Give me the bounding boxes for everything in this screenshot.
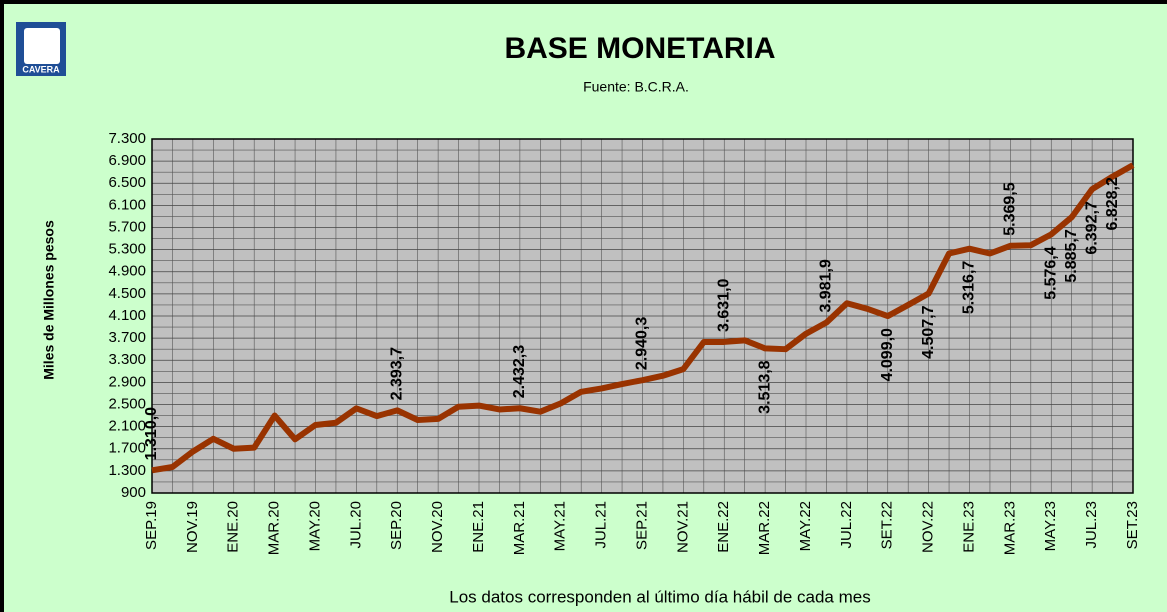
x-tick-label: JUL.21 <box>593 501 610 549</box>
data-label: 5.316,7 <box>961 261 978 314</box>
x-tick-label: MAR.21 <box>511 501 528 555</box>
y-tick-label: 1.700 <box>108 440 146 457</box>
x-tick-label: NOV.20 <box>429 501 446 553</box>
x-tick-label: ENE.21 <box>470 501 487 553</box>
x-tick-label: NOV.19 <box>184 501 201 553</box>
data-label: 4.507,7 <box>920 305 937 358</box>
y-tick-label: 4.900 <box>108 263 146 280</box>
data-label: 1.310,0 <box>143 407 160 460</box>
data-label: 2.940,3 <box>634 317 651 370</box>
x-tick-label: MAR.20 <box>266 501 283 555</box>
y-axis-label: Miles de Millones pesos <box>41 220 57 380</box>
x-tick-label: SEP.20 <box>388 501 405 550</box>
data-label: 2.432,3 <box>511 345 528 398</box>
y-tick-label: 900 <box>121 484 146 501</box>
data-label: 3.513,8 <box>756 360 773 413</box>
x-axis-label: Los datos corresponden al último día háb… <box>449 587 870 606</box>
y-tick-label: 4.100 <box>108 307 146 324</box>
x-tick-label: ENE.23 <box>960 501 977 553</box>
logo-text: CAVERA <box>22 64 60 74</box>
plot-border <box>151 138 1134 494</box>
y-tick-label: 6.100 <box>108 196 146 213</box>
x-tick-label: ENE.20 <box>225 501 242 553</box>
x-tick-label: SET.22 <box>879 501 896 549</box>
y-tick-label: 3.700 <box>108 329 146 346</box>
y-tick-label: 6.500 <box>108 174 146 191</box>
x-tick-label: MAY.21 <box>552 501 569 551</box>
data-label: 5.369,5 <box>1002 182 1019 235</box>
x-tick-label: JUL.20 <box>347 501 364 549</box>
chart-subtitle: Fuente: B.C.R.A. <box>583 79 689 95</box>
data-label: 3.631,0 <box>715 278 732 331</box>
x-tick-label: SET.23 <box>1124 501 1141 549</box>
data-label: 3.981,9 <box>818 259 835 312</box>
data-label: 4.099,0 <box>879 328 896 381</box>
y-tick-label: 5.700 <box>108 218 146 235</box>
data-label: 6.828,2 <box>1104 177 1121 230</box>
x-tick-label: SEP.21 <box>633 501 650 550</box>
y-tick-label: 2.100 <box>108 418 146 435</box>
x-tick-label: NOV.21 <box>674 501 691 553</box>
x-tick-label: MAY.23 <box>1042 501 1059 551</box>
y-tick-label: 1.300 <box>108 462 146 479</box>
y-tick-label: 2.500 <box>108 395 146 412</box>
x-tick-label: MAY.20 <box>306 501 323 551</box>
line <box>151 162 1135 474</box>
data-label: 2.393,7 <box>388 347 405 400</box>
y-tick-label: 6.900 <box>108 152 146 169</box>
x-tick-label: SEP.19 <box>143 501 160 550</box>
logo-square <box>24 28 60 64</box>
x-tick-label: JUL.22 <box>838 501 855 549</box>
data-label: 5.885,7 <box>1063 229 1080 282</box>
y-tick-label: 5.300 <box>108 241 146 258</box>
y-tick-label: 2.900 <box>108 373 146 390</box>
x-tick-label: JUL.23 <box>1083 501 1100 549</box>
data-label: 6.392,7 <box>1083 201 1100 254</box>
chart-title: BASE MONETARIA <box>504 32 775 65</box>
y-tick-label: 4.500 <box>108 285 146 302</box>
y-tick-label: 3.300 <box>108 351 146 368</box>
x-tick-label: NOV.22 <box>920 501 937 553</box>
data-label: 5.576,4 <box>1042 246 1059 299</box>
x-tick-label: MAR.23 <box>1001 501 1018 555</box>
x-tick-label: MAY.22 <box>797 501 814 551</box>
x-tick-label: MAR.22 <box>756 501 773 555</box>
y-tick-label: 7.300 <box>108 130 146 147</box>
x-tick-label: ENE.22 <box>715 501 732 553</box>
